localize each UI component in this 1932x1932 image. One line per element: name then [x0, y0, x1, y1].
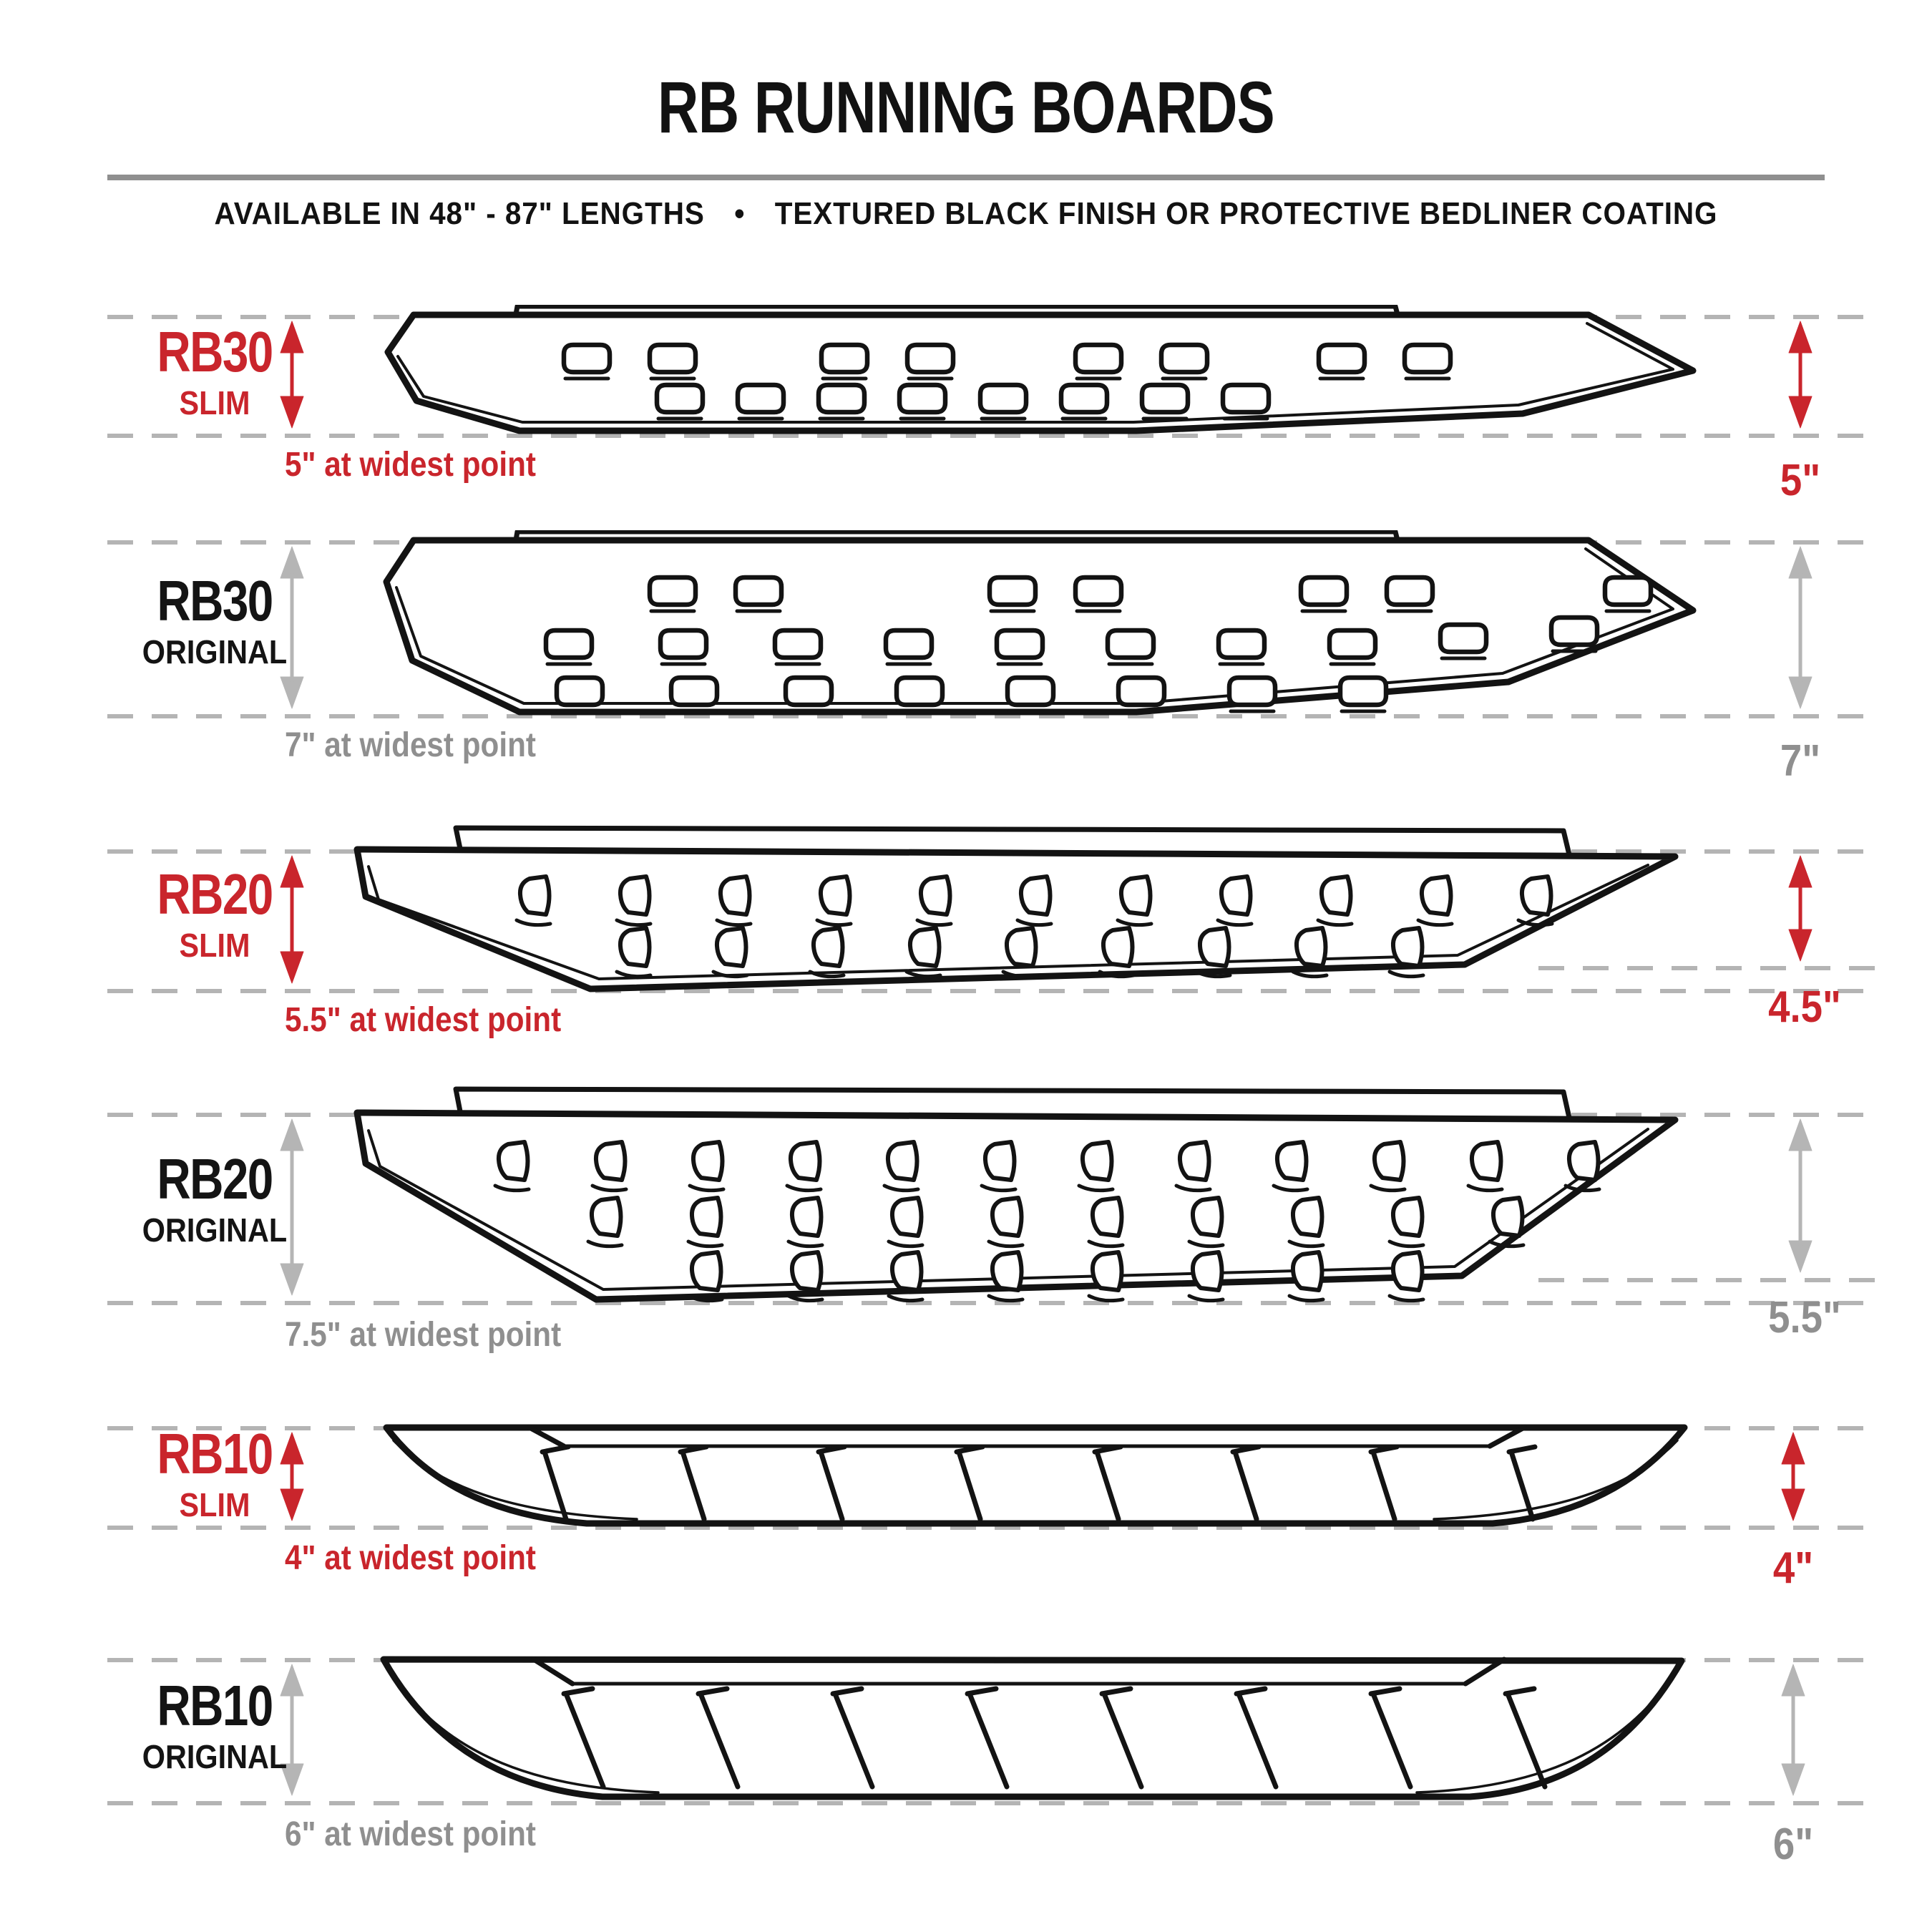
width-measurement: 5" at widest point	[285, 446, 536, 484]
rb20-slim-board-drawing	[353, 825, 1679, 992]
dashed-guide-line	[107, 849, 1879, 854]
height-arrow-left	[280, 1118, 304, 1296]
model-label: RB10 SLIM	[79, 1422, 351, 1523]
dashed-guide-line	[107, 1658, 1879, 1662]
model-name: RB30	[157, 320, 273, 384]
dashed-guide-line	[107, 1113, 1879, 1117]
page-subtitle: AVAILABLE IN 48" - 87" LENGTHS • TEXTURE…	[214, 196, 1718, 231]
height-arrow-right	[1788, 546, 1813, 709]
height-arrow-right	[1781, 1664, 1805, 1796]
rb20-original-board-drawing	[353, 1086, 1679, 1303]
model-label: RB20 SLIM	[79, 866, 351, 962]
height-arrow-left	[280, 1664, 304, 1796]
height-measurement: 5"	[1780, 456, 1821, 505]
model-label: RB10 ORIGINAL	[79, 1674, 351, 1775]
model-name: RB10	[157, 1422, 273, 1485]
width-measurement: 5.5" at widest point	[285, 1001, 562, 1039]
height-measurement: 6"	[1772, 1820, 1814, 1869]
width-measurement: 4" at widest point	[285, 1539, 536, 1577]
rb10-slim-board-drawing	[383, 1424, 1688, 1527]
rb30-original-board-drawing	[383, 530, 1697, 716]
height-arrow-left	[280, 321, 304, 429]
model-variant: SLIM	[179, 384, 250, 421]
height-arrow-left	[280, 546, 304, 709]
dashed-guide-line	[107, 540, 1879, 545]
dashed-guide-line	[107, 1526, 1879, 1530]
dashed-guide-line	[107, 989, 1879, 993]
page-title: RB RUNNING BOARDS	[658, 67, 1275, 148]
height-measurement: 5.5"	[1768, 1293, 1841, 1342]
model-name: RB30	[157, 569, 273, 633]
dashed-guide-line-right	[1538, 1278, 1879, 1282]
model-variant: ORIGINAL	[142, 1738, 288, 1775]
title-divider	[107, 175, 1825, 180]
model-variant: ORIGINAL	[142, 633, 288, 670]
model-name: RB20	[157, 862, 273, 926]
width-measurement: 7" at widest point	[285, 726, 536, 764]
model-label: RB20 ORIGINAL	[79, 1147, 351, 1249]
model-name: RB20	[157, 1147, 273, 1211]
model-variant: ORIGINAL	[142, 1211, 288, 1249]
model-label: RB30 ORIGINAL	[79, 569, 351, 670]
dashed-guide-line	[107, 1426, 1879, 1430]
rb30-slim-board-drawing	[384, 305, 1697, 434]
dashed-guide-line	[107, 315, 1879, 319]
dashed-guide-line	[107, 1801, 1879, 1805]
height-arrow-right	[1788, 855, 1813, 962]
rb10-original-board-drawing	[380, 1656, 1685, 1800]
height-arrow-right	[1788, 1118, 1813, 1273]
height-measurement: 7"	[1780, 736, 1821, 786]
height-arrow-right	[1788, 321, 1813, 429]
model-variant: SLIM	[179, 1486, 250, 1523]
dashed-guide-line	[107, 434, 1879, 438]
dashed-guide-line	[107, 714, 1879, 718]
height-measurement: 4.5"	[1768, 982, 1841, 1032]
height-arrow-right	[1781, 1432, 1805, 1521]
dashed-guide-line-right	[1538, 966, 1879, 970]
model-label: RB30 SLIM	[79, 320, 351, 421]
model-variant: SLIM	[179, 927, 250, 964]
width-measurement: 7.5" at widest point	[285, 1316, 562, 1354]
height-arrow-left	[280, 1432, 304, 1521]
model-name: RB10	[157, 1674, 273, 1737]
height-measurement: 4"	[1772, 1543, 1814, 1593]
width-measurement: 6" at widest point	[285, 1815, 536, 1853]
height-arrow-left	[280, 855, 304, 984]
dashed-guide-line	[107, 1301, 1879, 1305]
